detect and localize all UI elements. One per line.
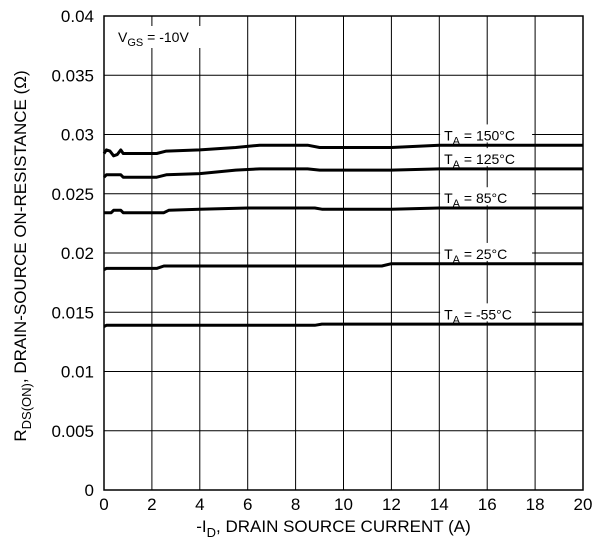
series-line — [102, 143, 583, 158]
series-label: TA = 125°C — [444, 151, 515, 171]
y-tick-label: 0.04 — [61, 7, 94, 26]
y-tick-label: 0.005 — [51, 422, 94, 441]
series-label: TA = -55°C — [444, 306, 512, 326]
series-label: TA = 150°C — [444, 127, 515, 147]
x-tick-label: 18 — [526, 495, 545, 514]
series-line — [103, 262, 583, 271]
vgs-annotation: VGS = -10V — [118, 29, 189, 49]
series-label: TA = 25°C — [444, 246, 507, 266]
x-tick-label: 16 — [478, 495, 497, 514]
y-tick-label: 0.015 — [51, 303, 94, 322]
x-tick-label: 14 — [430, 495, 449, 514]
y-tick-label: 0.02 — [61, 244, 94, 263]
series-line — [103, 322, 583, 328]
tick-labels: 0 2 4 6 8 10 12 14 16 18 20 0 0.005 0.01 0.015 0.02 0.02… — [51, 7, 592, 514]
x-tick-label: 8 — [291, 495, 300, 514]
y-tick-label: 0.025 — [51, 185, 94, 204]
y-axis-label: RDS(ON), DRAIN-SOURCE ON-RESISTANCE (Ω) — [11, 70, 34, 441]
y-tick-label: 0 — [85, 481, 94, 500]
x-axis-label: -ID, DRAIN SOURCE CURRENT (A) — [196, 517, 470, 540]
x-tick-label: 12 — [382, 495, 401, 514]
y-tick-label: 0.01 — [61, 363, 94, 382]
x-tick-label: 0 — [99, 495, 108, 514]
annotation-bg — [112, 26, 208, 48]
x-tick-label: 10 — [334, 495, 353, 514]
x-tick-label: 20 — [574, 495, 593, 514]
series-label-bg — [440, 187, 533, 206]
series-line — [104, 206, 583, 215]
x-tick-label: 2 — [147, 495, 156, 514]
x-tick-label: 6 — [243, 495, 252, 514]
x-tick-label: 4 — [195, 495, 204, 514]
y-tick-label: 0.03 — [61, 126, 94, 145]
plot-frame — [103, 15, 584, 491]
series-label-bg — [440, 303, 533, 322]
series-line — [102, 167, 583, 179]
series-label-bg — [440, 242, 533, 261]
y-tick-label: 0.035 — [51, 66, 94, 85]
series-label: TA = 85°C — [444, 190, 507, 210]
series-label-bg — [440, 148, 533, 167]
series-label-bg — [440, 124, 533, 143]
series-layer: TA = 150°C TA = 125°C TA = 85°C TA = 25°C TA… — [102, 124, 583, 328]
